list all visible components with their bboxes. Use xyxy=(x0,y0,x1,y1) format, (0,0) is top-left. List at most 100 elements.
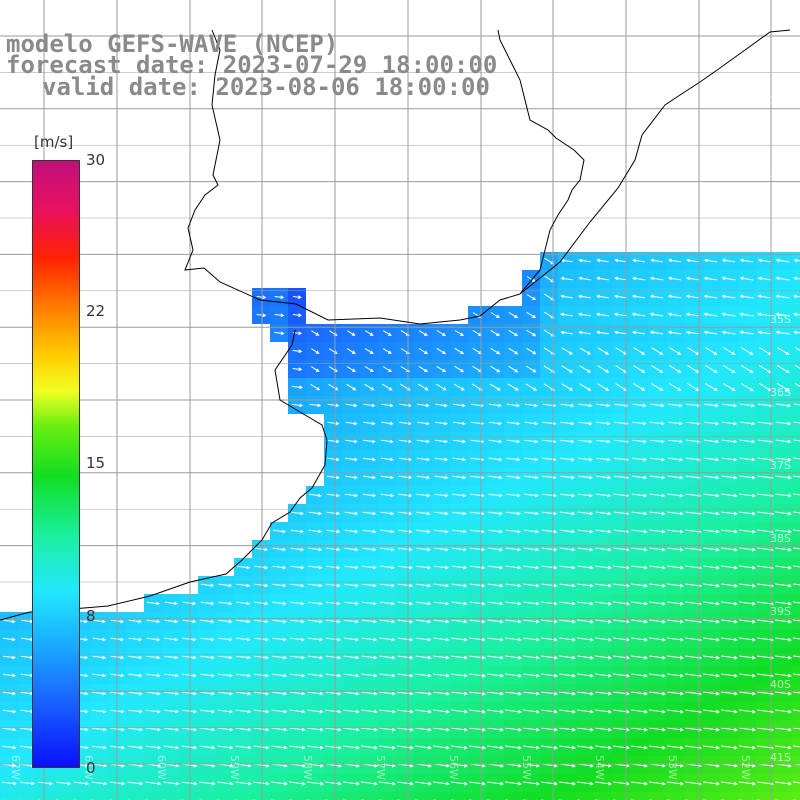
wind-arrow xyxy=(415,619,432,624)
wind-arrow xyxy=(578,403,593,408)
wind-arrow xyxy=(469,745,486,750)
wind-arrow xyxy=(164,601,179,606)
wind-arrow xyxy=(163,727,180,732)
wind-arrow xyxy=(380,565,395,570)
wind-arrow xyxy=(199,727,216,732)
wind-arrow xyxy=(92,619,107,624)
wind-arrow xyxy=(775,619,792,624)
wind-arrow xyxy=(775,421,792,426)
wind-arrow xyxy=(559,493,576,498)
wind-arrow xyxy=(595,655,612,660)
wind-arrow xyxy=(433,619,450,624)
wind-arrow xyxy=(145,781,162,786)
wind-arrow xyxy=(453,403,466,408)
wind-arrow xyxy=(382,366,392,373)
wind-arrow xyxy=(182,691,197,696)
wind-arrow xyxy=(632,403,647,408)
wind-arrow xyxy=(415,637,432,642)
wind-arrow xyxy=(775,294,790,299)
wind-arrow xyxy=(505,673,522,678)
wind-arrow xyxy=(452,475,467,480)
wind-arrow xyxy=(326,511,341,516)
wind-arrow xyxy=(344,547,359,552)
wind-arrow xyxy=(361,727,378,732)
wind-arrow xyxy=(253,709,270,714)
wind-arrow xyxy=(164,655,179,660)
wind-arrow xyxy=(343,727,360,732)
wind-cell xyxy=(792,342,800,360)
wind-arrow xyxy=(128,727,143,732)
wind-arrow xyxy=(362,565,377,570)
wind-arrow xyxy=(433,637,450,642)
wind-arrow xyxy=(363,457,376,462)
wind-arrow xyxy=(451,565,468,570)
wind-arrow xyxy=(308,583,323,588)
wind-arrow xyxy=(541,637,558,642)
wind-arrow xyxy=(704,382,718,392)
wind-cell xyxy=(468,792,486,800)
wind-arrow xyxy=(667,330,682,335)
wind-arrow xyxy=(327,403,340,408)
wind-arrow xyxy=(595,637,612,642)
wind-arrow xyxy=(559,583,576,588)
wind-arrow xyxy=(379,601,396,606)
wind-arrow xyxy=(451,673,468,678)
wind-arrow xyxy=(398,547,413,552)
wind-arrow xyxy=(595,745,612,750)
wind-arrow xyxy=(703,547,720,552)
wind-arrow xyxy=(327,475,340,480)
wind-arrow xyxy=(361,655,378,660)
wind-cell xyxy=(684,792,702,800)
wind-cell xyxy=(792,414,800,432)
wind-arrow xyxy=(343,781,360,786)
wind-arrow xyxy=(505,655,522,660)
wind-arrow xyxy=(397,727,414,732)
wind-cell xyxy=(54,792,72,800)
wind-arrow xyxy=(703,727,720,732)
wind-arrow xyxy=(236,655,251,660)
wind-arrow xyxy=(776,382,790,392)
wind-arrow xyxy=(379,745,396,750)
wind-arrow xyxy=(650,439,665,444)
wind-arrow xyxy=(379,727,396,732)
wind-arrow xyxy=(524,511,539,516)
wind-arrow xyxy=(217,727,234,732)
wind-arrow xyxy=(271,655,288,660)
wind-arrow xyxy=(434,547,449,552)
forecast-date: forecast date: 2023-07-29 18:00:00 xyxy=(6,51,498,79)
wind-arrow xyxy=(541,745,558,750)
wind-arrow xyxy=(399,439,412,444)
wind-arrow xyxy=(667,655,684,660)
wind-arrow xyxy=(434,493,449,498)
wind-arrow xyxy=(775,457,792,462)
wind-arrow xyxy=(200,691,215,696)
longitude-label: 59W xyxy=(228,755,241,780)
wind-arrow xyxy=(524,457,539,462)
wind-arrow xyxy=(325,745,342,750)
wind-cell xyxy=(36,792,54,800)
wind-arrow xyxy=(793,294,800,299)
wind-arrow xyxy=(541,709,558,714)
wind-arrow xyxy=(775,781,792,786)
wind-arrow xyxy=(128,709,143,714)
wind-arrow xyxy=(487,547,504,552)
wind-cell xyxy=(738,792,756,800)
wind-arrow xyxy=(595,312,610,317)
wind-arrow xyxy=(416,493,431,498)
wind-arrow xyxy=(597,347,610,355)
latitude-label: 40S xyxy=(770,678,791,691)
wind-arrow xyxy=(721,601,738,606)
wind-arrow xyxy=(667,637,684,642)
wind-arrow xyxy=(524,421,539,426)
wind-cell xyxy=(792,360,800,378)
wind-arrow xyxy=(686,403,701,408)
wind-arrow xyxy=(128,637,143,642)
wind-arrow xyxy=(651,365,664,373)
wind-arrow xyxy=(775,601,792,606)
colorbar xyxy=(32,160,80,768)
wind-arrow xyxy=(541,727,558,732)
wind-arrow xyxy=(577,637,594,642)
wind-arrow xyxy=(436,347,447,355)
wind-arrow xyxy=(505,691,522,696)
wind-arrow xyxy=(469,709,486,714)
